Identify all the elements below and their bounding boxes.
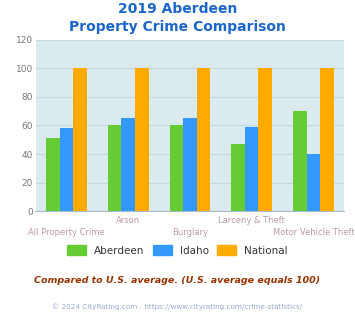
Bar [231, 144, 245, 211]
Bar [121, 118, 135, 211]
Text: Motor Vehicle Theft: Motor Vehicle Theft [273, 228, 354, 237]
Bar [60, 128, 73, 211]
Bar [135, 68, 148, 211]
Bar [73, 68, 87, 211]
Bar [197, 68, 210, 211]
Text: Property Crime Comparison: Property Crime Comparison [69, 20, 286, 34]
Bar [170, 125, 183, 211]
Text: Larceny & Theft: Larceny & Theft [218, 216, 285, 225]
Text: © 2024 CityRating.com - https://www.cityrating.com/crime-statistics/: © 2024 CityRating.com - https://www.city… [53, 304, 302, 310]
Bar [320, 68, 334, 211]
Bar [258, 68, 272, 211]
Text: Compared to U.S. average. (U.S. average equals 100): Compared to U.S. average. (U.S. average … [34, 276, 321, 284]
Bar [108, 125, 121, 211]
Bar [307, 154, 320, 211]
Text: Burglary: Burglary [172, 228, 208, 237]
Text: All Property Crime: All Property Crime [28, 228, 105, 237]
Bar [183, 118, 197, 211]
Bar [293, 111, 307, 211]
Bar [46, 138, 60, 211]
Legend: Aberdeen, Idaho, National: Aberdeen, Idaho, National [63, 241, 292, 260]
Text: 2019 Aberdeen: 2019 Aberdeen [118, 2, 237, 16]
Bar [245, 127, 258, 211]
Text: Arson: Arson [116, 216, 140, 225]
